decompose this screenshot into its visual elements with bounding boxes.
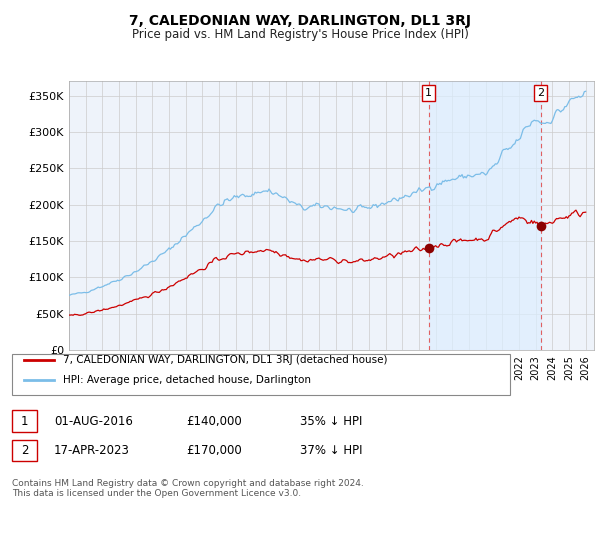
Text: 7, CALEDONIAN WAY, DARLINGTON, DL1 3RJ: 7, CALEDONIAN WAY, DARLINGTON, DL1 3RJ xyxy=(129,14,471,28)
Text: 01-AUG-2016: 01-AUG-2016 xyxy=(54,414,133,428)
Text: 35% ↓ HPI: 35% ↓ HPI xyxy=(300,414,362,428)
Text: 1: 1 xyxy=(425,88,432,98)
Text: Contains HM Land Registry data © Crown copyright and database right 2024.
This d: Contains HM Land Registry data © Crown c… xyxy=(12,479,364,498)
Text: £140,000: £140,000 xyxy=(186,414,242,428)
Text: 2: 2 xyxy=(21,444,28,457)
Bar xyxy=(429,81,541,350)
Text: 2: 2 xyxy=(537,88,544,98)
Text: £170,000: £170,000 xyxy=(186,444,242,457)
Text: 1: 1 xyxy=(21,414,28,428)
Text: 7, CALEDONIAN WAY, DARLINGTON, DL1 3RJ (detached house): 7, CALEDONIAN WAY, DARLINGTON, DL1 3RJ (… xyxy=(63,356,388,365)
Text: 17-APR-2023: 17-APR-2023 xyxy=(54,444,130,457)
Text: HPI: Average price, detached house, Darlington: HPI: Average price, detached house, Darl… xyxy=(63,375,311,385)
Text: 37% ↓ HPI: 37% ↓ HPI xyxy=(300,444,362,457)
Text: Price paid vs. HM Land Registry's House Price Index (HPI): Price paid vs. HM Land Registry's House … xyxy=(131,28,469,41)
